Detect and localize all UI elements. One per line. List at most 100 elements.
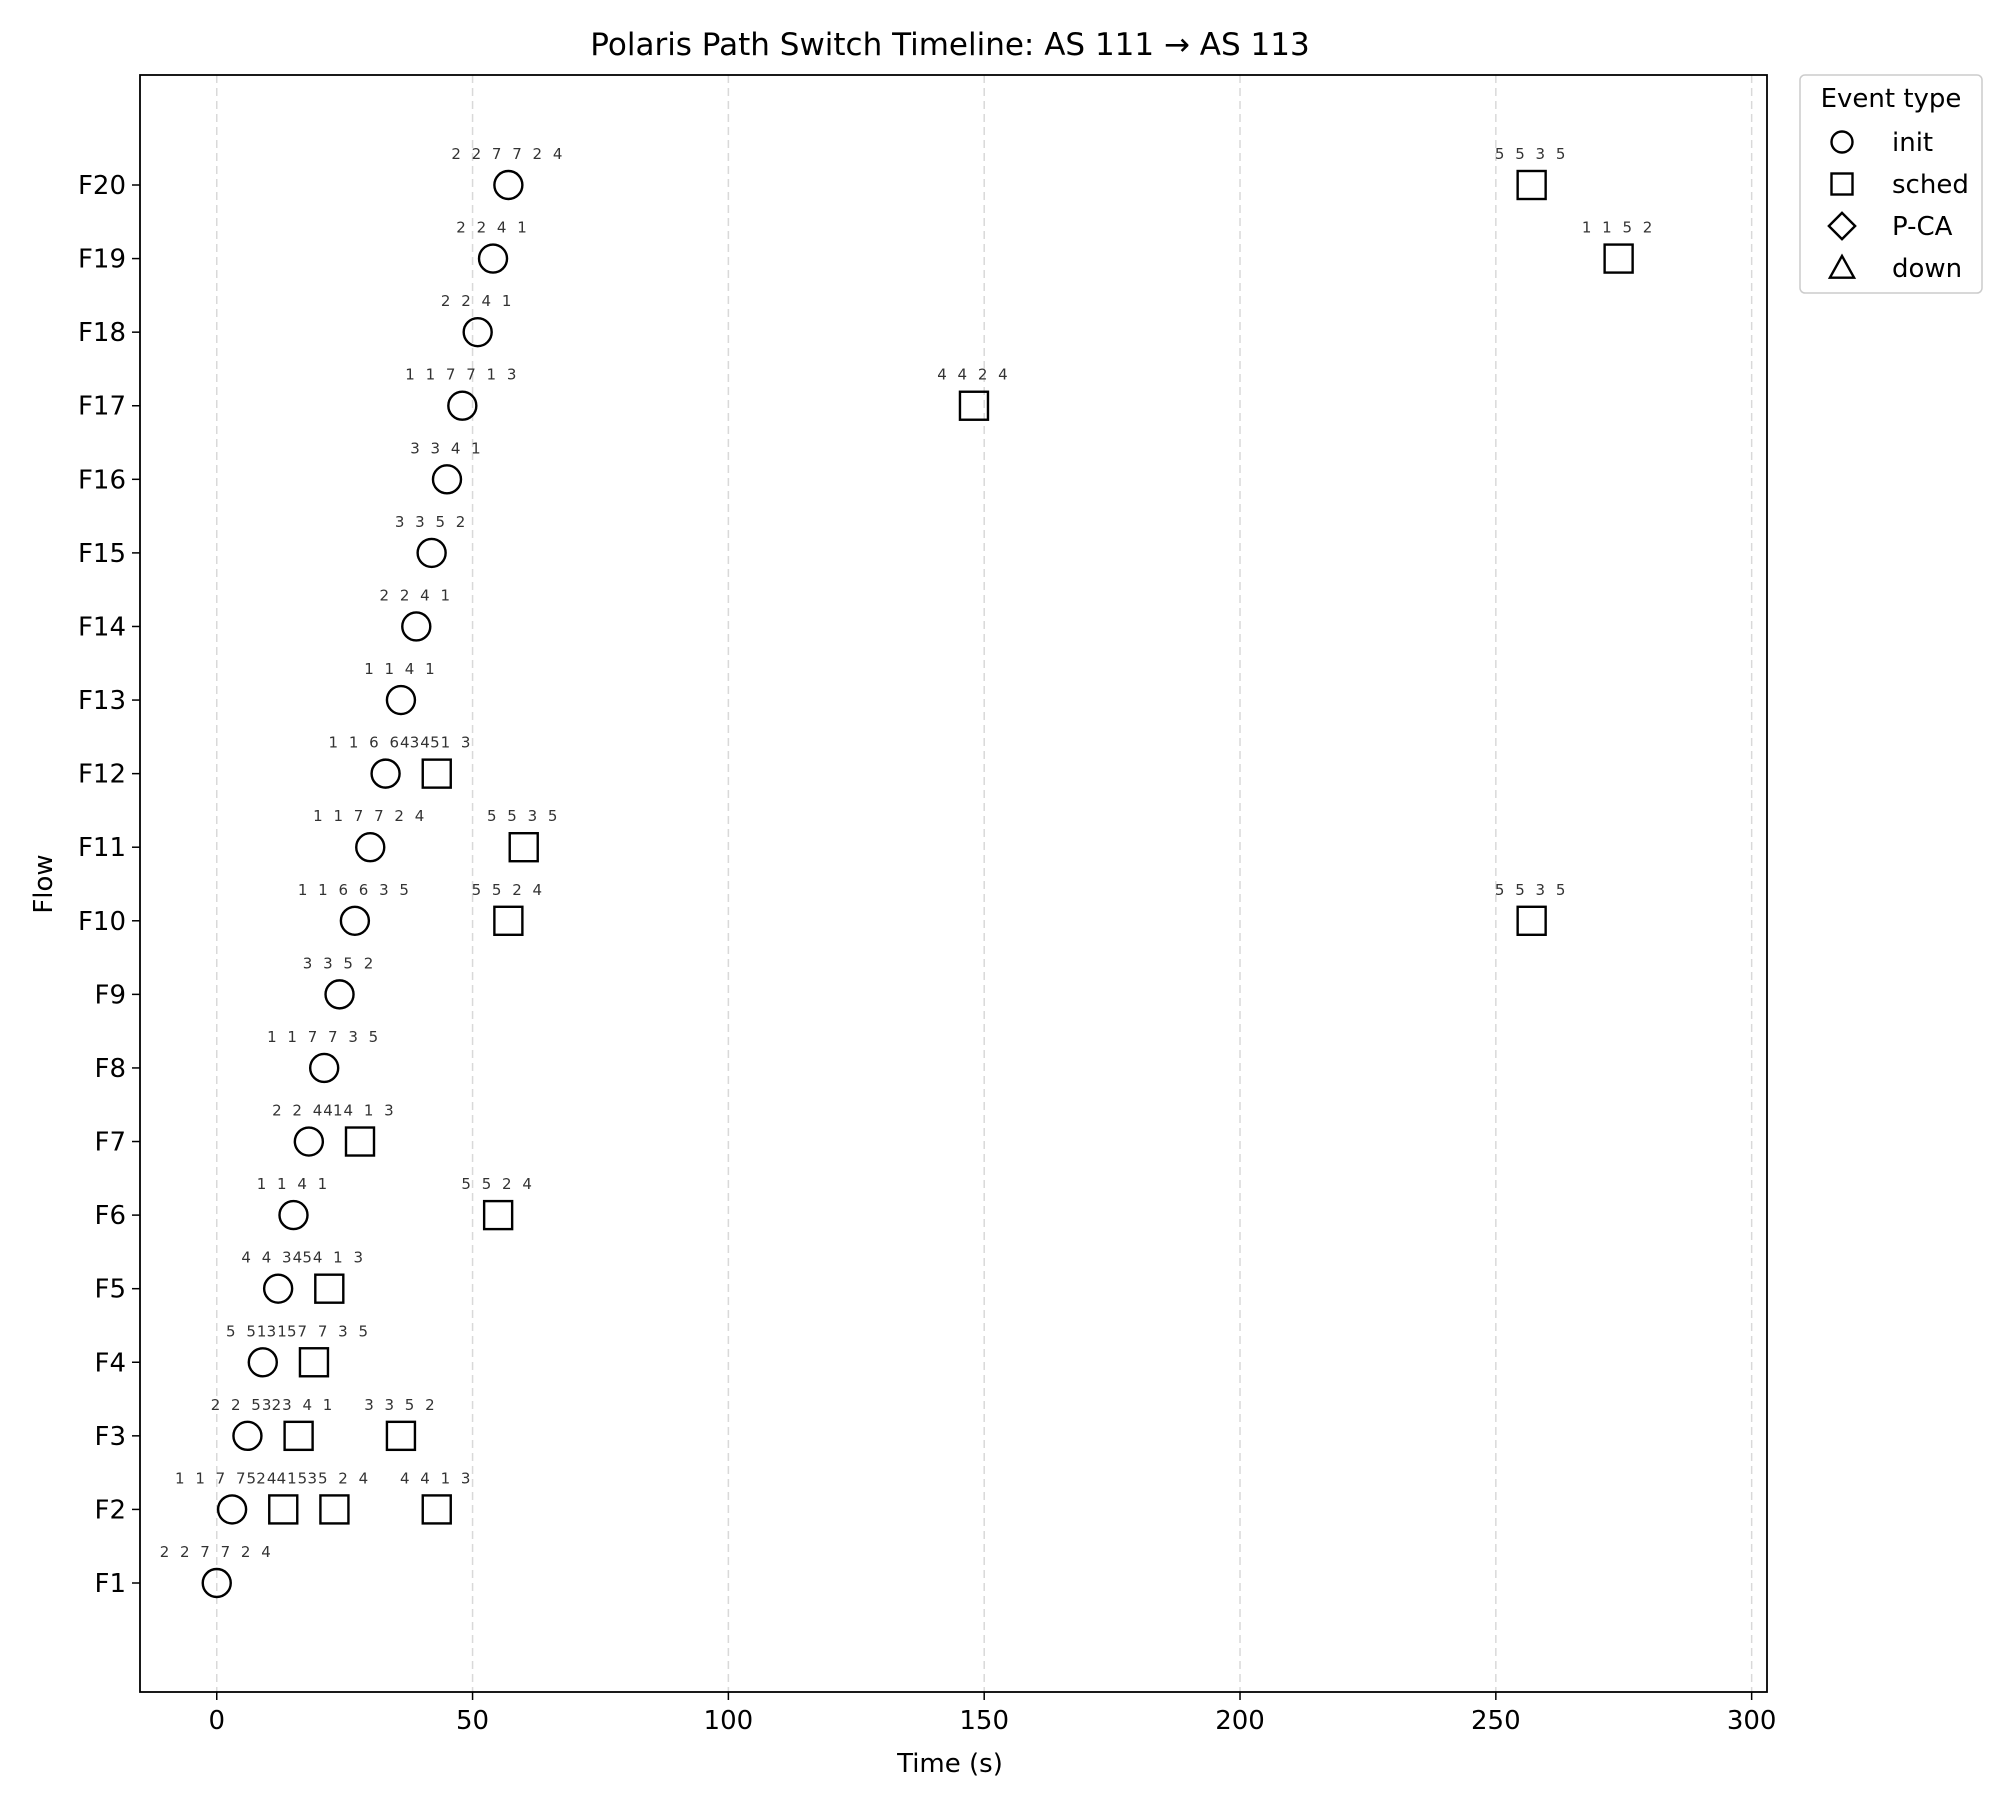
legend-init-marker [1830,130,1854,154]
sched-marker [319,1494,350,1525]
event-label: 1 1 7 7 2 4 [175,1469,289,1487]
y-tick-label: F9 [95,980,127,1010]
sched-marker [1603,243,1634,274]
event-label: 1 1 7 7 3 5 [257,1322,371,1340]
y-tick-label: F19 [78,245,126,275]
legend-p-ca-marker [1827,211,1857,241]
event-label: 2 2 4 1 [456,219,529,237]
event-label: 3 3 4 1 [262,1396,335,1414]
init-marker [216,1494,248,1525]
y-tick-label: F7 [95,1128,127,1158]
y-tick-label: F13 [78,686,126,716]
sched-marker [493,905,524,936]
event-label: 1 1 7 7 1 3 [405,366,519,384]
event-label: 1 1 6 6 3 5 [298,881,412,899]
y-tick-label: F8 [95,1054,127,1084]
y-tick-label: F3 [95,1422,127,1452]
legend-entry-label: P-CA [1892,212,1953,242]
legend-title: Event type [1821,84,1962,114]
y-tick-label: F17 [78,392,126,422]
init-marker [447,390,478,421]
event-label: 4 4 1 3 [400,734,473,752]
sched-marker [298,1347,330,1378]
sched-marker [508,832,539,863]
x-tick-label: 200 [1215,1706,1265,1736]
event-label: 2 2 4 1 [272,1102,345,1120]
init-marker [339,905,371,936]
event-label: 3 3 4 1 [410,439,483,457]
sched-marker [958,390,990,421]
sched-marker [482,1199,514,1231]
event-label: 3 3 5 2 [395,513,468,531]
sched-marker [344,1126,376,1157]
y-tick-label: F2 [95,1495,127,1525]
x-tick-label: 0 [208,1706,225,1736]
event-label: 5 5 2 4 [472,881,545,899]
y-axis-label: Flow [29,854,59,913]
init-marker [278,1199,309,1231]
y-tick-label: F11 [78,833,126,863]
axes: 0 50 100 150 200 250 300 F1 F2 F3 F4 F5 F6 F7 F8 F9 F10 F… [78,74,1777,1736]
event-label: 5 5 3 5 [1495,881,1568,899]
legend-sched-marker [1830,172,1854,196]
event-label: 1 1 7 7 2 4 [313,807,427,825]
sched-marker [268,1494,299,1525]
legend-entry-label: init [1892,128,1933,158]
event-label: 5 5 3 5 [487,807,560,825]
sched-marker [283,1420,314,1452]
legend-entry-label: sched [1892,170,1969,200]
init-marker [201,1567,232,1599]
event-label: 5 5 3 5 [226,1322,299,1340]
event-label: 3 3 5 2 [364,1396,437,1414]
init-marker [308,1052,340,1084]
event-label: 2 2 7 7 2 4 [451,145,565,163]
event-label: 5 5 2 4 [298,1469,371,1487]
y-tick-label: F10 [78,907,126,937]
event-label: 3 3 5 2 [303,954,376,972]
grid-lines [215,75,1753,1692]
y-tick-label: F16 [78,465,126,495]
legend-down-marker [1827,253,1857,279]
init-marker [293,1126,325,1157]
init-marker [247,1347,278,1378]
sched-marker [385,1420,417,1452]
y-tick-label: F14 [78,612,126,642]
legend-frame [1799,74,1983,294]
sched-marker [421,1494,452,1525]
sched-marker [1516,905,1547,936]
y-tick-label: F15 [78,539,126,569]
event-label: 2 2 7 7 2 4 [160,1543,274,1561]
event-label: 1 1 4 1 [364,660,437,678]
event-label: 5 5 3 5 [1495,145,1568,163]
init-marker [477,243,509,274]
event-label: 1 1 7 7 3 5 [267,1028,381,1046]
x-tick-label: 300 [1727,1706,1777,1736]
x-tick-label: 150 [959,1706,1009,1736]
sched-marker [421,758,452,789]
y-tick-label: F12 [78,760,126,790]
y-tick-label: F4 [95,1348,127,1378]
event-label: 1 1 5 2 [1582,219,1655,237]
y-tick-label: F18 [78,318,126,348]
x-tick-label: 100 [704,1706,754,1736]
sched-marker [1516,169,1547,201]
event-label: 1 1 4 1 [257,1175,330,1193]
y-tick-label: F5 [95,1275,127,1305]
plot-area-frame [139,74,1768,1693]
sched-marker [314,1273,345,1304]
legend: Event type init sched P-CA down [1799,74,1983,294]
event-label: 4 4 1 3 [323,1102,396,1120]
init-marker [401,611,432,642]
init-marker [416,537,447,569]
event-label: 4 4 1 3 [400,1469,473,1487]
event-label: 2 2 4 1 [380,586,453,604]
y-tick-label: F20 [78,171,126,201]
init-marker [232,1420,263,1452]
event-label: 4 4 1 3 [293,1249,366,1267]
event-label: 2 2 4 1 [441,292,514,310]
event-label: 2 2 5 2 [211,1396,284,1414]
